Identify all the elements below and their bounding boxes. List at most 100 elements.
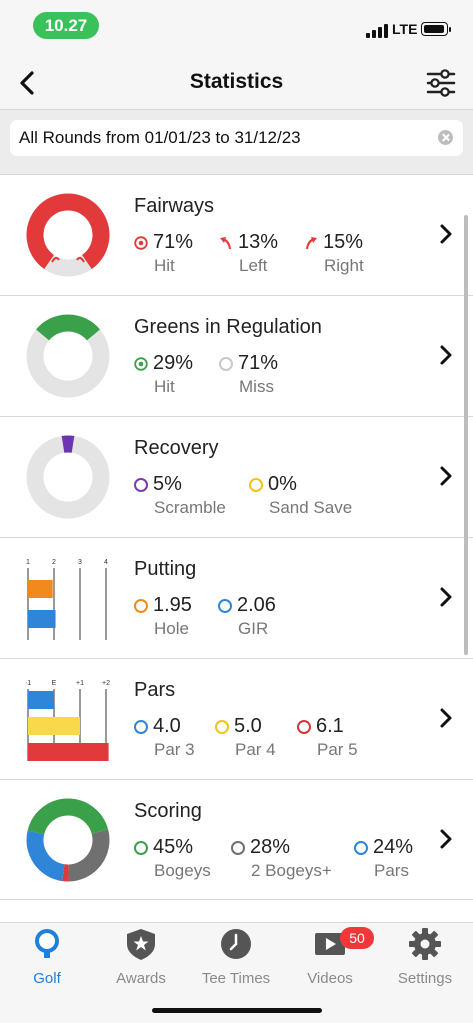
stat-label: Par 3 xyxy=(154,740,195,759)
scoring-title: Scoring xyxy=(134,800,202,822)
statistics-list: Fairways 71% Hit 13% Left 15% Right xyxy=(0,174,473,900)
tab-label: Videos xyxy=(307,970,353,987)
home-indicator xyxy=(152,1008,322,1013)
pars-row[interactable]: -1 E +1 +2 Pars 4.0 Par 3 5.0 Par 4 6.1 Par… xyxy=(0,658,473,779)
tab-golf[interactable]: Golf xyxy=(0,927,94,987)
fairways-row[interactable]: Fairways 71% Hit 13% Left 15% Right xyxy=(0,174,473,295)
stat-value: 24% xyxy=(373,836,414,858)
bar xyxy=(28,743,109,761)
greens-in-regulation-row[interactable]: Greens in Regulation 29% Hit 71% Miss xyxy=(0,295,473,416)
scrollbar[interactable] xyxy=(464,215,468,655)
circle-icon xyxy=(215,719,229,734)
fairways-hit-stat: 71% Hit xyxy=(134,231,193,276)
axis-tick-label: 1 xyxy=(26,559,30,566)
page-title: Statistics xyxy=(189,70,284,93)
circle-icon xyxy=(297,719,311,734)
video-icon xyxy=(315,933,345,955)
golf-ball-icon xyxy=(35,929,59,958)
circle-icon xyxy=(219,356,233,371)
tab-label: Awards xyxy=(116,970,166,987)
chevron-right-icon[interactable] xyxy=(438,828,454,850)
fairways-title: Fairways xyxy=(134,195,215,217)
stat-value: 45% xyxy=(153,836,194,858)
axis-tick-label: E xyxy=(52,680,57,687)
nav-bar: Statistics xyxy=(0,56,473,110)
target-icon xyxy=(134,235,148,250)
stat-label: Par 4 xyxy=(235,740,276,759)
date-filter-field[interactable]: All Rounds from 01/01/23 to 31/12/23 xyxy=(10,120,463,156)
axis-tick-label: +2 xyxy=(102,680,110,687)
bar xyxy=(28,717,80,735)
stat-value: 15% xyxy=(323,231,364,253)
tab-awards[interactable]: Awards xyxy=(94,927,188,987)
stat-label: Scramble xyxy=(154,498,226,517)
putting-bar-chart: 1 2 3 4 xyxy=(26,559,108,640)
stat-value: 1.95 xyxy=(153,594,192,616)
tab-tee-times[interactable]: Tee Times xyxy=(189,927,283,987)
target-icon xyxy=(134,356,148,371)
fairways-right-stat: 15% Right xyxy=(304,231,364,276)
gir-hit-stat: 29% Hit xyxy=(134,352,193,397)
stat-label: Miss xyxy=(239,377,274,396)
stat-label: Hit xyxy=(154,377,175,396)
clock-icon xyxy=(221,929,251,959)
tab-videos[interactable]: Videos xyxy=(283,927,377,987)
stat-value: 71% xyxy=(238,352,279,374)
scoring-bogeys-stat: 45% Bogeys xyxy=(134,836,211,881)
stat-value: 29% xyxy=(153,352,194,374)
stat-label: Hole xyxy=(154,619,189,638)
bar xyxy=(28,610,56,628)
putting-title: Putting xyxy=(134,558,197,580)
stat-label: Par 5 xyxy=(317,740,358,759)
curved-right-arrow-icon xyxy=(306,236,317,249)
shield-star-icon xyxy=(127,929,155,960)
back-icon[interactable] xyxy=(14,68,44,98)
scoring-double-bogeys-stat: 28% 2 Bogeys+ xyxy=(231,836,332,881)
recovery-sand-save-stat: 0% Sand Save xyxy=(249,473,352,518)
chevron-right-icon[interactable] xyxy=(438,707,454,729)
date-filter-text: All Rounds from 01/01/23 to 31/12/23 xyxy=(19,128,301,147)
chevron-right-icon[interactable] xyxy=(438,465,454,487)
pars-par4-stat: 5.0 Par 4 xyxy=(215,715,276,760)
axis-tick-label: 4 xyxy=(104,559,108,566)
circle-icon xyxy=(134,840,148,855)
chevron-right-icon[interactable] xyxy=(438,586,454,608)
tab-label: Settings xyxy=(397,970,453,987)
circle-icon xyxy=(134,598,148,613)
circle-icon xyxy=(354,840,368,855)
status-bar: 10.27 LTE xyxy=(0,0,473,56)
tab-bar: Golf Awards Tee Times Videos xyxy=(0,922,473,1023)
pars-bar-chart: -1 E +1 +2 xyxy=(26,680,110,761)
network-label: LTE xyxy=(392,21,418,37)
clear-filter-icon[interactable] xyxy=(438,130,453,145)
stat-label: Sand Save xyxy=(269,498,353,517)
circle-icon xyxy=(249,477,263,492)
putting-gir-stat: 2.06 GIR xyxy=(218,594,276,639)
chevron-right-icon[interactable] xyxy=(438,223,454,245)
recovery-donut-chart xyxy=(26,435,110,519)
curved-left-arrow-icon xyxy=(220,236,231,249)
tab-settings[interactable]: Settings xyxy=(378,927,472,987)
status-time: 10.27 xyxy=(33,12,99,39)
filter-icon[interactable] xyxy=(425,68,457,98)
stat-label: Left xyxy=(239,256,268,275)
scoring-row[interactable]: Scoring 45% Bogeys 28% 2 Bogeys+ 24% Par… xyxy=(0,779,473,900)
chevron-right-icon[interactable] xyxy=(438,344,454,366)
stat-value: 5.0 xyxy=(234,715,262,737)
stat-label: Bogeys xyxy=(154,861,211,880)
stat-label: Hit xyxy=(154,256,175,275)
stat-value: 4.0 xyxy=(153,715,181,737)
fairways-left-stat: 13% Left xyxy=(219,231,278,276)
recovery-scramble-stat: 5% Scramble xyxy=(134,473,226,518)
stat-value: 5% xyxy=(153,473,182,495)
pars-title: Pars xyxy=(134,679,176,701)
putting-row[interactable]: 1 2 3 4 Putting 1.95 Hole 2.06 GIR xyxy=(0,537,473,658)
stat-value: 0% xyxy=(268,473,297,495)
pars-par5-stat: 6.1 Par 5 xyxy=(297,715,358,760)
circle-icon xyxy=(134,477,148,492)
axis-tick-label: 3 xyxy=(78,559,82,566)
scoring-pars-stat: 24% Pars xyxy=(354,836,413,881)
recovery-row[interactable]: Recovery 5% Scramble 0% Sand Save xyxy=(0,416,473,537)
fairways-donut-chart xyxy=(26,193,110,277)
gir-miss-stat: 71% Miss xyxy=(219,352,278,397)
